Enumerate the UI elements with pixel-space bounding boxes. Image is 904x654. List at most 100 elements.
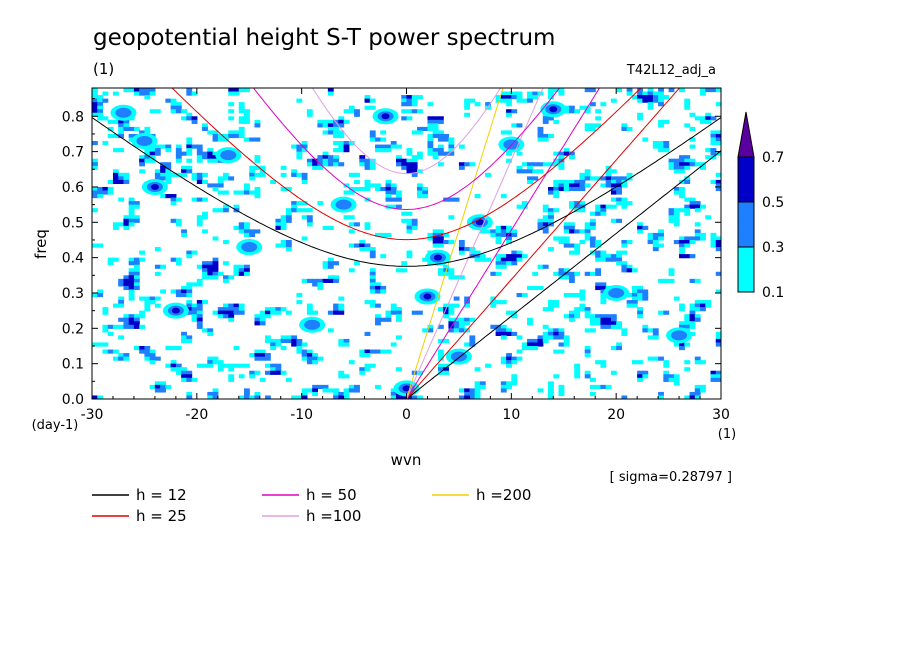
contour-cell (112, 257, 119, 262)
contour-cell (280, 307, 287, 312)
contour-cell (642, 137, 649, 142)
contour-cell (181, 292, 187, 298)
contour-cell (280, 165, 287, 170)
dispersion-curve (406, 88, 681, 399)
contour-cell (679, 250, 685, 255)
contour-cell (506, 261, 512, 266)
contour-cell (160, 176, 166, 181)
contour-cell (175, 172, 182, 177)
contour-cell (128, 215, 135, 220)
contour-cell (196, 300, 203, 305)
contour-cell (495, 328, 502, 333)
contour-cell (647, 232, 654, 238)
contour-cell (191, 307, 198, 312)
contour-cell (548, 328, 554, 333)
contour-cell (359, 239, 366, 245)
contour-cell (527, 342, 533, 347)
contour-cell (437, 236, 444, 241)
contour-cell (322, 384, 329, 389)
contour-cell (684, 98, 691, 103)
contour-cell (165, 144, 172, 149)
contour-cell (464, 391, 470, 397)
contour-cell (548, 218, 554, 223)
contour-cell (658, 278, 664, 283)
contour-cell (202, 229, 208, 234)
contour-cell (369, 105, 376, 110)
contour-cell (558, 388, 565, 393)
contour-cell (343, 141, 350, 146)
contour-cell (343, 144, 350, 149)
contour-cell (589, 314, 596, 319)
contour-cell (537, 130, 544, 135)
contour-cell (306, 162, 313, 167)
contour-cell (364, 222, 371, 227)
contour-cell (123, 324, 130, 329)
contour-cell (196, 158, 203, 163)
contour-cell (301, 391, 308, 397)
contour-cell (170, 98, 177, 103)
contour-cell (579, 239, 586, 245)
contour-cell (490, 232, 497, 238)
contour-cell (139, 169, 146, 174)
contour-cell (558, 349, 565, 354)
contour-cell (689, 314, 696, 319)
contour-cell (658, 95, 664, 100)
contour-cell (233, 88, 240, 93)
contour-cell (123, 278, 130, 283)
contour-cell (123, 285, 130, 291)
contour-cell (144, 356, 151, 361)
contour-cell (563, 186, 570, 192)
contour-cell (568, 183, 575, 188)
contour-cell (149, 155, 156, 160)
contour-cell (128, 222, 135, 227)
contour-cell (574, 363, 581, 368)
contour-cell (474, 391, 481, 397)
contour-cell (186, 250, 193, 255)
contour-cell (474, 381, 481, 386)
contour-cell (715, 151, 721, 156)
contour-cell (416, 126, 423, 132)
contour-cell (296, 338, 303, 344)
contour-cell (589, 384, 596, 389)
contour-cell (495, 257, 502, 262)
contour-cell (642, 91, 649, 96)
contour-cell (296, 345, 303, 351)
contour-cell (527, 321, 533, 326)
contour-cell (500, 95, 507, 100)
contour-cell (553, 236, 560, 241)
contour-cell (364, 349, 371, 354)
contour-cell (511, 314, 518, 319)
contour-cell (118, 296, 125, 301)
contour-cell (354, 112, 360, 117)
x-tick-label: 10 (502, 407, 520, 423)
contour-cell (128, 285, 135, 291)
contour-cell (443, 338, 450, 344)
contour-cell (579, 292, 586, 298)
contour-cell (558, 186, 565, 192)
contour-cell (495, 95, 502, 100)
contour-cell (416, 190, 423, 195)
contour-cell (668, 215, 675, 220)
contour-cell (228, 363, 235, 368)
contour-cell (359, 349, 366, 354)
contour-cell (92, 208, 98, 213)
x-tick-label: -30 (81, 407, 104, 423)
contour-cell (548, 186, 554, 192)
contour-cell (301, 236, 308, 241)
contour-cell (92, 98, 98, 103)
contour-cell (537, 126, 544, 132)
contour-cell (406, 148, 413, 153)
contour-cell (416, 155, 423, 160)
contour-cell (610, 314, 617, 319)
contour-cell (448, 268, 455, 273)
contour-cell (228, 303, 235, 308)
contour-cell (390, 144, 397, 149)
contour-cell (317, 158, 324, 163)
contour-cell (610, 183, 617, 188)
contour-cell (154, 247, 161, 252)
contour-cell (658, 98, 664, 103)
contour-cell (123, 215, 130, 220)
contour-cell (411, 98, 418, 103)
contour-cell (532, 345, 539, 351)
contour-cell (500, 130, 507, 135)
